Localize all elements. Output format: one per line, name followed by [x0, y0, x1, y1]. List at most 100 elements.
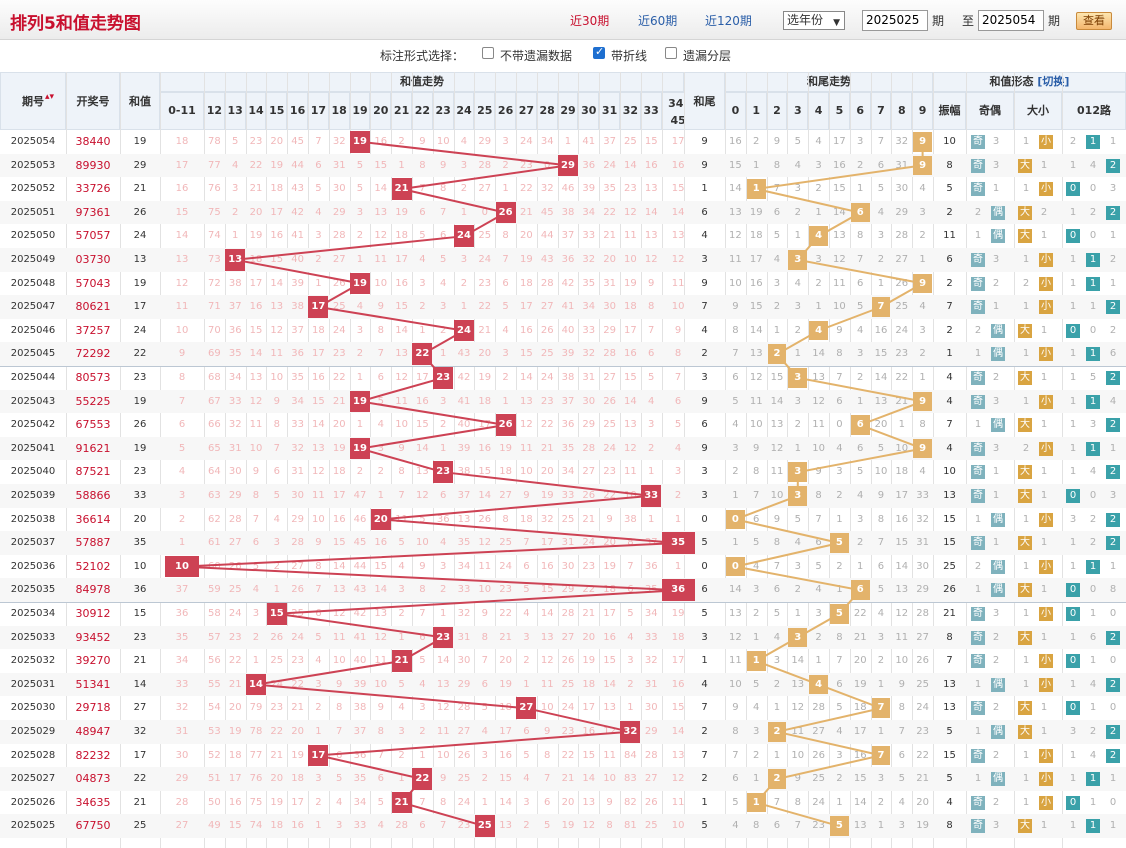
sum-omission: 13	[249, 372, 263, 383]
tail-omission: 3	[836, 466, 843, 478]
sum-omission: 16	[395, 277, 408, 289]
sum-omission: 79	[249, 702, 263, 714]
sum-omission: 14	[520, 372, 533, 383]
amplitude-cell: 13	[943, 490, 956, 501]
tail-omission: 1	[836, 796, 843, 808]
draw-cell: 34635	[75, 795, 111, 809]
tail-omission: 3	[815, 254, 822, 265]
sum-omission: 15	[228, 820, 242, 832]
sort-icon[interactable]: ▴▾	[45, 92, 55, 102]
range-30[interactable]: 近30期	[570, 14, 610, 28]
sum-omission: 32	[582, 254, 596, 265]
sum-omission: 19	[671, 608, 685, 619]
odd-even-omission: 3	[992, 608, 1000, 619]
sum-omission: 5	[336, 773, 343, 785]
amplitude-cell: 4	[946, 395, 953, 407]
checkbox-no-omission[interactable]	[482, 47, 494, 59]
sum-omission: 18	[520, 513, 533, 525]
tail-omission: 1	[857, 560, 864, 572]
range-60[interactable]: 近60期	[638, 14, 678, 28]
sum-omission: 16	[499, 749, 512, 761]
sum-omission: 13	[540, 631, 554, 643]
sum-omission: 15	[395, 301, 408, 313]
route-omission: 5	[1089, 372, 1097, 383]
sum-omission: 15	[175, 206, 189, 218]
sum-omission: 9	[674, 324, 682, 336]
tail-omission: 6	[773, 206, 781, 218]
tail-omission: 23	[916, 726, 929, 737]
trend-polylines	[181, 140, 927, 828]
sum-omission: 17	[671, 136, 685, 147]
odd-even-marker: 奇	[971, 394, 985, 409]
sum-omission: 26	[582, 490, 596, 501]
toggle-link[interactable]: [切换]	[1033, 75, 1070, 88]
tail-omission: 23	[895, 348, 909, 360]
checkbox-polyline[interactable]	[593, 45, 605, 59]
tail-omission: 14	[770, 395, 784, 407]
sum-omission: 2	[232, 206, 239, 218]
range-120[interactable]: 近120期	[705, 14, 752, 28]
sum-omission: 11	[436, 726, 450, 737]
sum-omission: 36	[561, 254, 575, 265]
draw-cell: 89930	[75, 158, 111, 172]
odd-even-omission: 1	[974, 678, 982, 690]
tail-omission: 1	[732, 490, 739, 501]
checkbox-layered[interactable]	[665, 47, 677, 59]
odd-even-omission: 1	[974, 230, 982, 242]
tail-marker: 4	[809, 674, 828, 695]
sum-omission: 2	[523, 820, 530, 832]
sum-marker: 36	[661, 579, 695, 601]
tail-omission: 6	[877, 560, 885, 572]
year-select[interactable]: 选年份 ▼	[783, 11, 845, 30]
sum-omission: 84	[624, 749, 637, 761]
sum-omission: 28	[582, 442, 596, 454]
sum-cell: 24	[133, 230, 147, 242]
sum-omission: 2	[419, 726, 426, 737]
route-omission: 1	[1069, 560, 1077, 572]
end-issue-input[interactable]: 2025054	[978, 10, 1044, 31]
route-omission: 2	[1089, 726, 1097, 737]
sum-cell: 14	[133, 678, 147, 690]
sum-cell: 21	[133, 655, 147, 667]
route-omission: 1	[1069, 537, 1077, 549]
sum-omission: 24	[478, 254, 492, 265]
route-omission: 2	[1089, 513, 1097, 525]
sum-cell: 25	[133, 820, 147, 832]
tail-omission: 3	[794, 395, 801, 407]
sum-omission: 24	[499, 560, 512, 572]
sum-omission: 12	[540, 655, 554, 667]
sum-omission: 15	[249, 324, 263, 336]
page-title: 排列5和值走势图	[10, 14, 141, 34]
sum-omission: 1	[232, 230, 239, 242]
tail-omission: 3	[773, 277, 781, 289]
header-issue[interactable]: 期号	[0, 72, 66, 130]
sum-omission: 16	[312, 372, 325, 383]
table-row	[0, 436, 1126, 461]
tail-omission: 28	[916, 608, 929, 619]
amplitude-cell: 2	[946, 206, 953, 218]
sum-omission: 7	[481, 655, 488, 667]
amplitude-cell: 7	[946, 301, 953, 313]
tail-omission: 3	[836, 749, 843, 761]
route-marker: 0	[1066, 229, 1080, 244]
sum-omission: 20	[582, 631, 596, 643]
sum-omission: 20	[249, 206, 263, 218]
sum-omission: 18	[671, 631, 685, 643]
sum-omission: 13	[332, 584, 346, 596]
sum-omission: 22	[228, 655, 242, 667]
tail-cell: 4	[701, 230, 708, 242]
sum-omission: 6	[419, 820, 426, 832]
sum-omission: 4	[440, 537, 447, 549]
query-button[interactable]: 查看	[1076, 12, 1112, 30]
sum-omission: 28	[457, 702, 471, 714]
sum-omission: 47	[353, 490, 367, 501]
start-issue-input[interactable]: 2025025	[862, 10, 928, 31]
sum-omission: 21	[270, 749, 284, 761]
tail-cell: 0	[701, 513, 708, 525]
tail-omission: 1	[815, 206, 822, 218]
route-omission: 2	[1109, 254, 1117, 265]
sum-omission: 43	[353, 584, 367, 596]
tail-marker: 4	[809, 226, 828, 246]
amplitude-cell: 5	[946, 726, 953, 737]
sum-marker: 33	[641, 485, 662, 507]
